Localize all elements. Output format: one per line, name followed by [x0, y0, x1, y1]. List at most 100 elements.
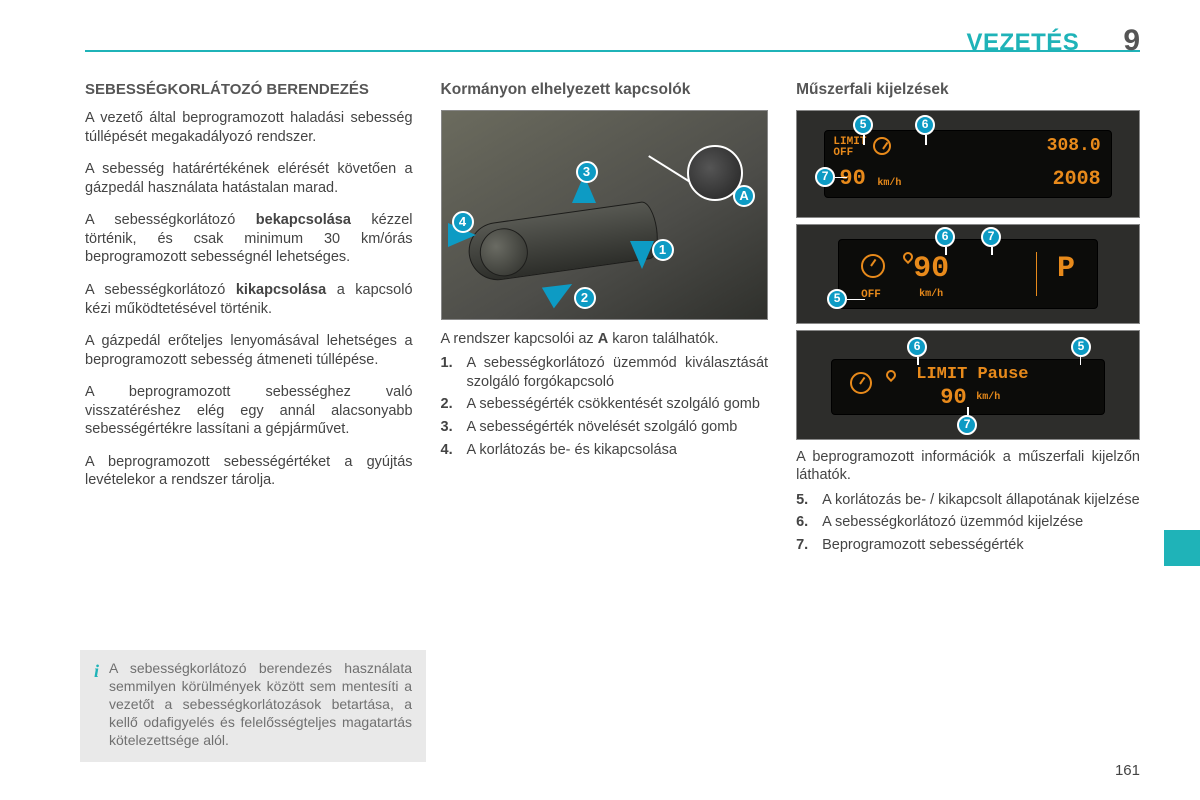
dash1-callout-6: 6: [915, 115, 935, 135]
steering-stalk-figure: A 1 2 3 4: [441, 110, 769, 320]
callout-1: 1: [652, 239, 674, 261]
callout-A: A: [733, 185, 755, 207]
dash3-speed: 90: [940, 384, 966, 412]
col1-p7: A beprogramozott sebességértéket a gyújt…: [85, 453, 413, 490]
col2-caption-b: A: [598, 331, 608, 347]
col2-item-2: 2.A sebességérték csökkentését szolgáló …: [441, 395, 769, 414]
content-columns: SEBESSÉGKORLÁTOZÓ BERENDEZÉS A vezető ál…: [85, 80, 1140, 559]
info-icon: i: [94, 660, 99, 750]
dash2-line-6: [945, 247, 947, 255]
dash1-line-5: [863, 135, 865, 145]
col3-item-7-text: Beprogramozott sebességérték: [822, 536, 1140, 555]
col1-p5: A gázpedál erőteljes lenyomásával lehets…: [85, 332, 413, 369]
dash1-callout-7: 7: [815, 167, 835, 187]
col3-item-7-num: 7.: [796, 536, 822, 555]
col2-heading: Kormányon elhelyezett kapcsolók: [441, 80, 769, 100]
dash1-line-7: [835, 177, 847, 179]
dash1-line-6: [925, 135, 927, 145]
dash2-divider: [1036, 252, 1037, 297]
callout-4: 4: [452, 211, 474, 233]
dash2-speed: 90: [913, 250, 949, 288]
pin-icon: [903, 248, 913, 267]
dash2-gear: P: [1057, 250, 1075, 288]
dash3-callout-5: 5: [1071, 337, 1091, 357]
column-1: SEBESSÉGKORLÁTOZÓ BERENDEZÉS A vezető ál…: [85, 80, 413, 559]
dash2-callout-5: 5: [827, 289, 847, 309]
col2-item-4-text: A korlátozás be- és kikapcsolása: [467, 441, 769, 460]
dash3-line-5: [1080, 357, 1082, 365]
col2-list: 1.A sebességkorlátozó üzemmód kiválasztá…: [441, 354, 769, 459]
col1-p2: A sebesség határértékének elérését követ…: [85, 160, 413, 197]
dash2-line-5: [847, 299, 865, 301]
dash1-unit: km/h: [877, 178, 901, 191]
col3-item-6: 6.A sebességkorlátozó üzemmód kijelzése: [796, 513, 1140, 532]
info-box: i A sebességkorlátozó berendezés használ…: [80, 650, 426, 762]
col2-item-4-num: 4.: [441, 441, 467, 460]
dash1-speed: 90: [839, 165, 865, 193]
dash3-text: LIMIT Pause: [916, 364, 1028, 386]
col1-p6: A beprogramozott sebességhez való vissza…: [85, 383, 413, 439]
col1-p3-a: A sebességkorlátozó: [85, 212, 256, 228]
dash3-line-7: [967, 407, 969, 415]
gauge-icon: [873, 137, 891, 156]
dash2-screen: OFF 90 km/h P: [838, 239, 1098, 310]
arrow-2-icon: [541, 273, 577, 308]
col2-caption-c: karon találhatók.: [608, 331, 718, 347]
edge-tab: [1164, 530, 1200, 566]
col2-item-1-num: 1.: [441, 354, 467, 391]
dash2-unit: km/h: [919, 289, 943, 302]
col3-item-6-text: A sebességkorlátozó üzemmód kijelzése: [822, 513, 1140, 532]
gauge-icon-3: [850, 372, 872, 394]
col1-p3: A sebességkorlátozó bekapcsolása kézzel …: [85, 211, 413, 267]
dash3-callout-7: 7: [957, 415, 977, 435]
dash1-odo2: 2008: [1053, 167, 1101, 193]
pin-icon-3: [886, 366, 896, 385]
dash1-callout-5: 5: [853, 115, 873, 135]
col2-item-3-num: 3.: [441, 418, 467, 437]
col1-heading: SEBESSÉGKORLÁTOZÓ BERENDEZÉS: [85, 80, 413, 99]
col1-p4-a: A sebességkorlátozó: [85, 282, 236, 298]
page-header: VEZETÉS 9: [85, 22, 1140, 52]
column-2: Kormányon elhelyezett kapcsolók A 1 2 3 …: [441, 80, 769, 559]
chapter-number: 9: [1123, 22, 1140, 60]
col3-caption: A beprogramozott információk a műszerfal…: [796, 448, 1140, 485]
header-title: VEZETÉS: [966, 28, 1079, 59]
dash3-unit: km/h: [976, 392, 1000, 405]
callout-2: 2: [574, 287, 596, 309]
col3-item-7: 7.Beprogramozott sebességérték: [796, 536, 1140, 555]
col2-item-4: 4.A korlátozás be- és kikapcsolása: [441, 441, 769, 460]
col2-caption-a: A rendszer kapcsolói az: [441, 331, 598, 347]
col3-item-5-text: A korlátozás be- / kikapcsolt állapotána…: [822, 491, 1140, 510]
col3-item-5-num: 5.: [796, 491, 822, 510]
info-text: A sebességkorlátozó berendezés használat…: [109, 660, 412, 750]
col2-item-3: 3.A sebességérték növelését szolgáló gom…: [441, 418, 769, 437]
col3-list: 5.A korlátozás be- / kikapcsolt állapotá…: [796, 491, 1140, 555]
col2-caption: A rendszer kapcsolói az A karon találhat…: [441, 330, 769, 349]
dashboard-display-3: LIMIT Pause 90 km/h 6 5 7: [796, 330, 1140, 440]
dashboard-display-1: LIMIT OFF 308.0 90 km/h 2008 5 6 7: [796, 110, 1140, 218]
dash2-callout-7: 7: [981, 227, 1001, 247]
col2-item-1: 1.A sebességkorlátozó üzemmód kiválasztá…: [441, 354, 769, 391]
column-3: Műszerfali kijelzések LIMIT OFF 308.0 90…: [796, 80, 1140, 559]
col1-p1: A vezető által beprogramozott haladási s…: [85, 109, 413, 146]
col3-item-5: 5.A korlátozás be- / kikapcsolt állapotá…: [796, 491, 1140, 510]
col1-p3-b: bekapcsolása: [256, 212, 351, 228]
dash1-limit-off: LIMIT OFF: [833, 137, 866, 159]
dash1-odo: 308.0: [1047, 135, 1101, 158]
dash1-screen: LIMIT OFF 308.0 90 km/h 2008: [824, 130, 1111, 198]
arrow-1-icon: [630, 241, 654, 269]
dash3-line-6: [917, 357, 919, 365]
page-number: 161: [1115, 761, 1140, 780]
dashboard-display-2: OFF 90 km/h P 6 7 5: [796, 224, 1140, 324]
dash2-callout-6: 6: [935, 227, 955, 247]
col3-heading: Műszerfali kijelzések: [796, 80, 1140, 100]
col2-item-3-text: A sebességérték növelését szolgáló gomb: [467, 418, 769, 437]
col1-p4-b: kikapcsolása: [236, 282, 326, 298]
col2-item-2-text: A sebességérték csökkentését szolgáló go…: [467, 395, 769, 414]
col2-item-1-text: A sebességkorlátozó üzemmód kiválasztásá…: [467, 354, 769, 391]
col1-p4: A sebességkorlátozó kikapcsolása a kapcs…: [85, 281, 413, 318]
gauge-icon-2: [861, 254, 885, 278]
callout-3: 3: [576, 161, 598, 183]
col2-item-2-num: 2.: [441, 395, 467, 414]
dash3-callout-6: 6: [907, 337, 927, 357]
